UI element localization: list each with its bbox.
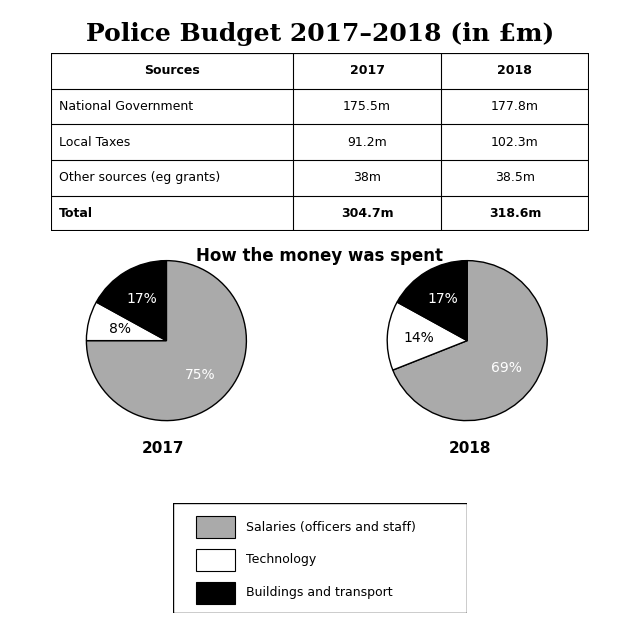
Text: Total: Total [60,207,93,220]
Text: 304.7m: 304.7m [340,207,394,220]
Text: 2017: 2017 [349,64,385,78]
Text: 175.5m: 175.5m [343,100,391,113]
Text: 2018: 2018 [449,441,492,456]
Wedge shape [86,261,246,421]
Text: How the money was spent: How the money was spent [196,247,444,265]
Wedge shape [393,261,547,421]
Text: Police Budget 2017–2018 (in £m): Police Budget 2017–2018 (in £m) [86,22,554,46]
Text: 2017: 2017 [142,441,184,456]
Text: Sources: Sources [144,64,200,78]
Text: 38m: 38m [353,171,381,184]
Bar [196,549,235,571]
Wedge shape [96,261,166,341]
Text: 75%: 75% [185,368,216,382]
Text: Salaries (officers and staff): Salaries (officers and staff) [246,521,416,534]
Text: 177.8m: 177.8m [491,100,539,113]
Text: 102.3m: 102.3m [491,136,539,149]
Text: Local Taxes: Local Taxes [60,136,131,149]
Text: 38.5m: 38.5m [495,171,535,184]
Text: 69%: 69% [492,361,522,374]
Text: 14%: 14% [404,331,435,344]
Text: 17%: 17% [127,292,157,306]
Text: 2018: 2018 [497,64,532,78]
Wedge shape [397,261,467,341]
Text: Buildings and transport: Buildings and transport [246,586,393,599]
Text: 17%: 17% [428,292,458,306]
Text: Other sources (eg grants): Other sources (eg grants) [60,171,221,184]
Text: National Government: National Government [60,100,193,113]
Wedge shape [86,302,166,341]
Text: 8%: 8% [109,322,131,336]
Bar [196,516,235,538]
Bar [196,582,235,604]
Text: 91.2m: 91.2m [347,136,387,149]
Wedge shape [387,302,467,370]
Text: 318.6m: 318.6m [489,207,541,220]
Text: Technology: Technology [246,554,317,566]
